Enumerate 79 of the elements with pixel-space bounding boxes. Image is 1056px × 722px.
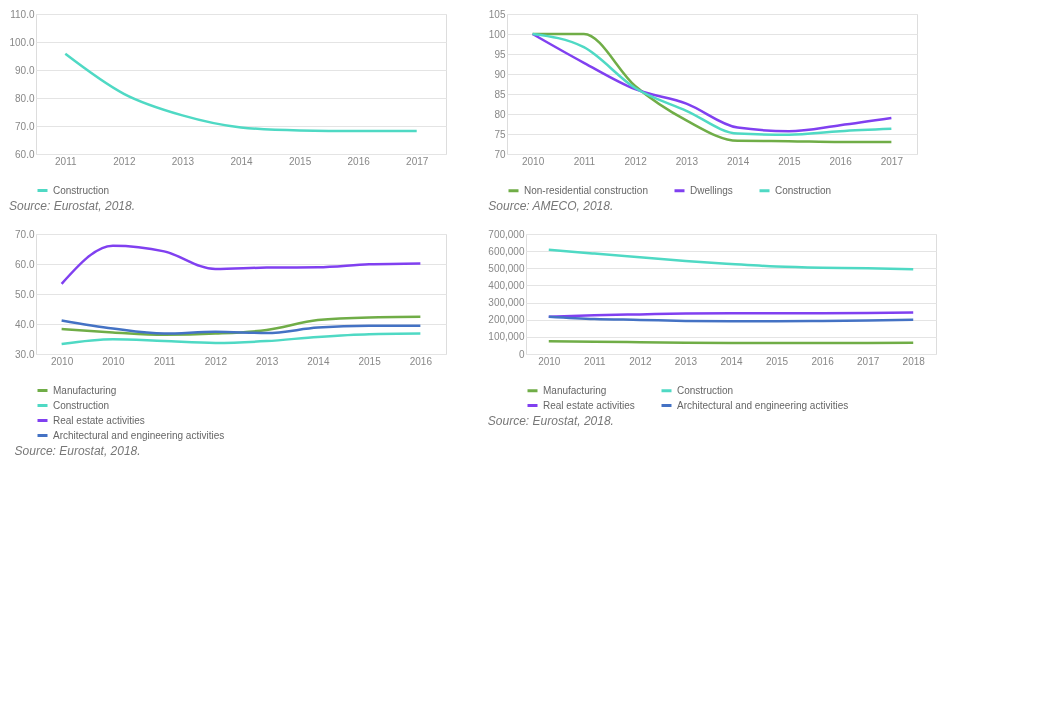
x-tick-label: 2015 — [778, 155, 801, 167]
y-tick-label: 100 — [488, 28, 506, 40]
y-tick-label: 105 — [488, 8, 506, 20]
x-tick-label: 2010 — [538, 355, 561, 367]
legend-label: Non-residential construction — [524, 184, 648, 196]
y-tick-label: 500,000 — [488, 262, 525, 274]
x-tick-label: 2013 — [675, 155, 699, 167]
x-tick-label: 2011 — [153, 355, 176, 367]
line-series — [60, 244, 422, 286]
legend-label: Construction — [775, 184, 832, 196]
y-tick-label: 95 — [494, 48, 506, 60]
x-tick-label: 2016 — [829, 155, 853, 167]
legend-label: Architectural and engineering activities — [53, 429, 225, 441]
legend-label: Manufacturing — [53, 384, 117, 396]
y-tick-label: 80.0 — [15, 92, 35, 104]
x-tick-label: 2014 — [307, 355, 330, 367]
y-tick-label: 60.0 — [15, 258, 35, 270]
y-tick-label: 70.0 — [15, 228, 35, 240]
y-tick-label: 110.0 — [10, 8, 35, 20]
x-tick-label: 2011 — [55, 155, 77, 167]
y-tick-label: 60.0 — [15, 148, 35, 160]
legend-label: Real estate activities — [543, 399, 635, 411]
x-tick-label: 2017 — [880, 155, 904, 167]
y-tick-label: 600,000 — [488, 245, 525, 257]
x-tick-label: 2013 — [171, 155, 195, 167]
y-tick-label: 85 — [494, 88, 506, 100]
x-tick-label: 2015 — [765, 355, 789, 367]
y-tick-label: 100.0 — [9, 36, 35, 48]
legend-label: Construction — [53, 399, 110, 411]
x-tick-label: 2012 — [629, 355, 652, 367]
x-tick-label: 2010 — [51, 355, 74, 367]
line-series — [64, 52, 418, 133]
y-tick-label: 400,000 — [488, 279, 525, 291]
x-tick-label: 2017 — [857, 355, 880, 367]
y-tick-label: 300,000 — [488, 297, 525, 309]
y-tick-label: 70 — [494, 148, 506, 160]
x-tick-label: 2011 — [573, 155, 596, 167]
y-tick-label: 30.0 — [15, 348, 35, 360]
x-tick-label: 2012 — [204, 355, 228, 367]
x-tick-label: 2012 — [624, 155, 648, 167]
x-tick-label: 2014 — [727, 155, 750, 167]
x-tick-label: 2016 — [811, 355, 835, 367]
y-tick-label: 200,000 — [488, 314, 525, 326]
source-note: Source: Eurostat, 2018. — [8, 199, 136, 213]
legend-label: Construction — [53, 184, 110, 196]
x-tick-label: 2011 — [584, 355, 607, 367]
x-tick-label: 2012 — [113, 155, 136, 167]
legend-label: Manufacturing — [543, 384, 607, 396]
x-tick-label: 2013 — [256, 355, 279, 367]
source-note: Source: Eurostat, 2018. — [487, 414, 614, 428]
legend-label: Dwellings — [690, 184, 733, 196]
source-note: Source: AMECO, 2018. — [488, 199, 614, 213]
legend-label: Architectural and engineering activities — [677, 399, 849, 411]
x-tick-label: 2014 — [230, 155, 254, 167]
y-tick-label: 75 — [494, 128, 506, 140]
x-tick-label: 2016 — [409, 355, 433, 367]
y-tick-label: 70.0 — [15, 120, 35, 132]
x-tick-label: 2017 — [406, 155, 429, 167]
y-tick-label: 40.0 — [15, 318, 35, 330]
y-tick-label: 90 — [494, 68, 506, 80]
x-tick-label: 2014 — [720, 355, 744, 367]
x-tick-label: 2016 — [347, 155, 371, 167]
y-tick-label: 100,000 — [488, 331, 525, 343]
y-tick-label: 90.0 — [15, 64, 35, 76]
x-tick-label: 2010 — [102, 355, 125, 367]
line-series — [60, 332, 422, 346]
y-tick-label: 700,000 — [488, 228, 525, 240]
line-series — [547, 248, 915, 271]
legend-label: Real estate activities — [53, 414, 145, 426]
x-tick-label: 2015 — [288, 155, 312, 167]
x-tick-label: 2013 — [674, 355, 698, 367]
x-tick-label: 2010 — [522, 155, 545, 167]
legend-label: Construction — [677, 384, 734, 396]
y-tick-label: 0 — [518, 348, 525, 360]
y-tick-label: 50.0 — [15, 288, 35, 300]
x-tick-label: 2018 — [902, 355, 926, 367]
y-tick-label: 80 — [494, 108, 506, 120]
source-note: Source: Eurostat, 2018. — [14, 444, 141, 458]
x-tick-label: 2015 — [358, 355, 382, 367]
